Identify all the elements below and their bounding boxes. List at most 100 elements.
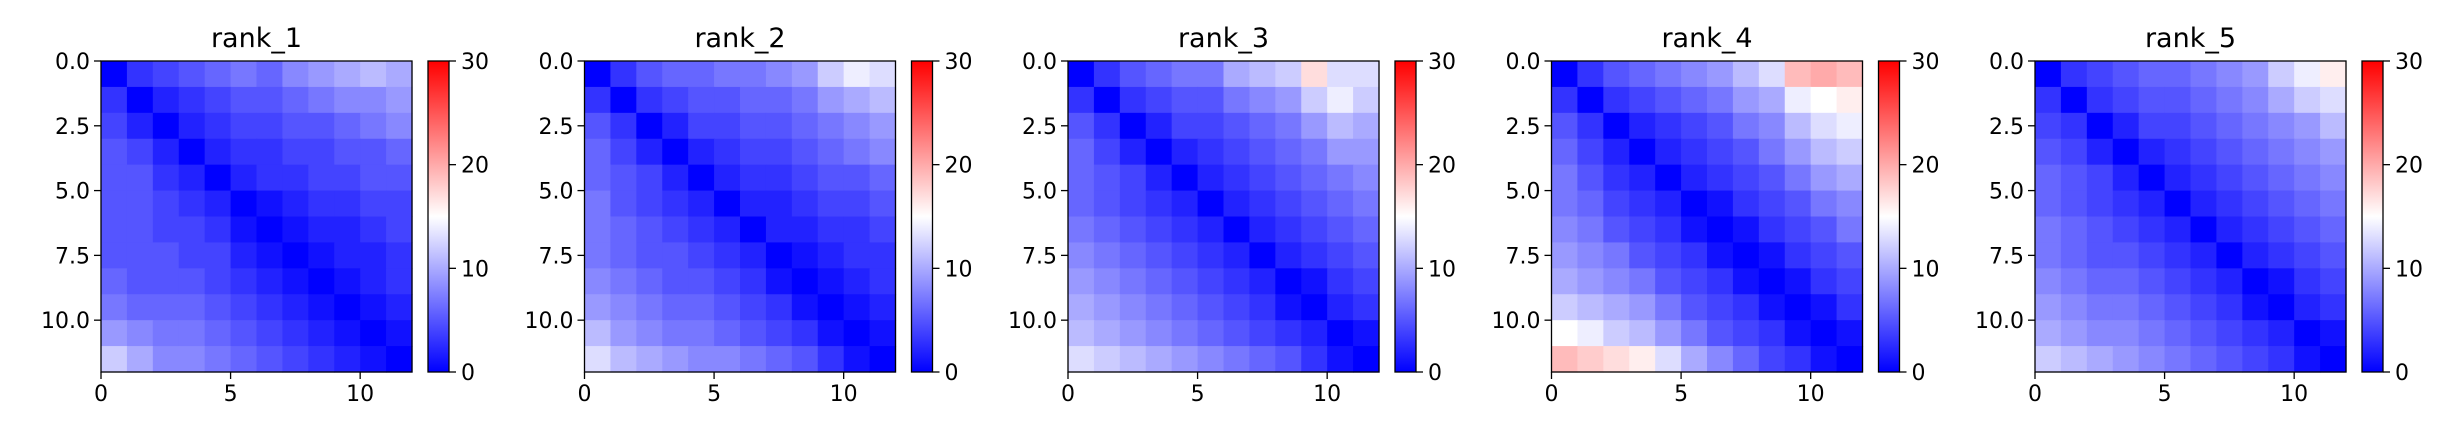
heatmap-cell: [2138, 242, 2166, 269]
heatmap-panel-2: rank_2 0 5 10 0.0 2.5 5.0 7.5 10.0 0 10 20 30: [525, 23, 973, 407]
heatmap-cell: [360, 61, 387, 88]
heatmap-cell: [1577, 346, 1604, 373]
heatmap-cell: [1810, 268, 1838, 295]
heatmap-cell: [843, 164, 871, 192]
heatmap-cell: [101, 268, 128, 295]
heatmap-cell: [1732, 294, 1760, 321]
heatmap-cell: [126, 138, 154, 166]
heatmap-cell: [1784, 112, 1812, 140]
heatmap-cell: [1327, 112, 1354, 140]
heatmap-cell: [2320, 138, 2347, 166]
heatmap-cell: [178, 216, 206, 244]
heatmap-cell: [1249, 190, 1276, 218]
heatmap-cell: [334, 320, 361, 347]
heatmap-cell: [1758, 138, 1786, 166]
heatmap-cell: [1681, 61, 1708, 88]
y-tick-label: 7.5: [55, 244, 90, 269]
heatmap-cell: [2060, 61, 2088, 88]
heatmap-cell: [1707, 138, 1734, 166]
heatmap-cell: [101, 294, 128, 321]
heatmap-cell: [1275, 138, 1302, 166]
heatmap-cell: [2216, 346, 2243, 373]
heatmap-cell: [1784, 216, 1812, 244]
axes-frame: [1550, 60, 1864, 373]
heatmap-cell: [1836, 268, 1864, 295]
heatmap-cell: [1093, 61, 1121, 88]
heatmap-cell: [791, 320, 819, 347]
heatmap-cell: [282, 242, 309, 269]
heatmap-cell: [1327, 190, 1354, 218]
heatmap-cell: [1353, 61, 1380, 88]
heatmap-cell: [1223, 164, 1251, 192]
heatmap-cell: [204, 294, 232, 321]
heatmap-cell: [178, 164, 206, 192]
heatmap-cell: [2060, 320, 2088, 347]
heatmap-cell: [765, 242, 793, 269]
heatmap-cell: [1068, 190, 1095, 218]
heatmap-cell: [2112, 138, 2140, 166]
heatmap-cell: [1784, 294, 1812, 321]
heatmap-cell: [1171, 242, 1199, 269]
heatmap-cell: [2112, 190, 2140, 218]
heatmap-cell: [308, 112, 335, 140]
heatmap-cell: [204, 86, 232, 114]
heatmap-cell: [1551, 61, 1579, 88]
y-tick-label: 2.5: [539, 115, 574, 140]
heatmap-cell: [2060, 294, 2088, 321]
heatmap-cell: [334, 294, 361, 321]
heatmap-cell: [1093, 320, 1121, 347]
colorbar-tick-label: 0: [1428, 361, 1442, 386]
heatmap-cell: [1681, 138, 1708, 166]
heatmap-cell: [584, 164, 612, 192]
heatmap-cell: [688, 294, 715, 321]
heatmap-cell: [1732, 164, 1760, 192]
heatmap-cell: [1223, 61, 1251, 88]
heatmap-cell: [308, 294, 335, 321]
heatmap-cell: [282, 268, 309, 295]
heatmap-cell: [282, 138, 309, 166]
heatmap-cell: [204, 164, 232, 192]
heatmap-cell: [1327, 216, 1354, 244]
heatmap-cell: [1681, 86, 1708, 114]
heatmap-cell: [817, 216, 845, 244]
heatmap-cell: [1603, 164, 1630, 192]
heatmap-cell: [2294, 112, 2321, 140]
heatmap-cell: [740, 86, 767, 114]
heatmap-cell: [230, 138, 258, 166]
heatmap-cell: [308, 320, 335, 347]
colorbar: [1877, 60, 1901, 373]
heatmap-cell: [1810, 346, 1838, 373]
heatmap-cell: [1119, 346, 1147, 373]
heatmap-cell: [1068, 216, 1095, 244]
heatmap-cell: [636, 86, 663, 114]
heatmap-cell: [2164, 112, 2192, 140]
heatmap-cell: [714, 164, 741, 192]
heatmap-cell: [1681, 242, 1708, 269]
heatmap-cell: [2268, 294, 2295, 321]
heatmap-cell: [2112, 164, 2140, 192]
heatmap-cell: [204, 216, 232, 244]
heatmap-cell: [230, 86, 258, 114]
heatmap-cell: [2164, 242, 2192, 269]
heatmap-cell: [204, 242, 232, 269]
heatmap-cell: [2086, 268, 2114, 295]
heatmap-cell: [2268, 112, 2295, 140]
heatmap-cell: [1758, 86, 1786, 114]
heatmap-cell: [2242, 86, 2269, 114]
heatmap-cell: [386, 294, 413, 321]
x-tick-label: 5: [1674, 382, 1688, 407]
heatmap-cell: [2164, 138, 2192, 166]
heatmap-cell: [2268, 242, 2295, 269]
heatmap-cell: [740, 61, 767, 88]
colorbar-tick-label: 10: [461, 257, 489, 282]
heatmap-cell: [2112, 112, 2140, 140]
heatmap-cell: [360, 320, 387, 347]
heatmap-cell: [1577, 61, 1604, 88]
heatmap-cell: [1603, 112, 1630, 140]
heatmap-cell: [1629, 268, 1656, 295]
heatmap-cell: [2216, 268, 2243, 295]
heatmap-cell: [178, 61, 206, 88]
heatmap-cell: [308, 346, 335, 373]
heatmap-cell: [636, 346, 663, 373]
heatmap-cell: [1681, 320, 1708, 347]
